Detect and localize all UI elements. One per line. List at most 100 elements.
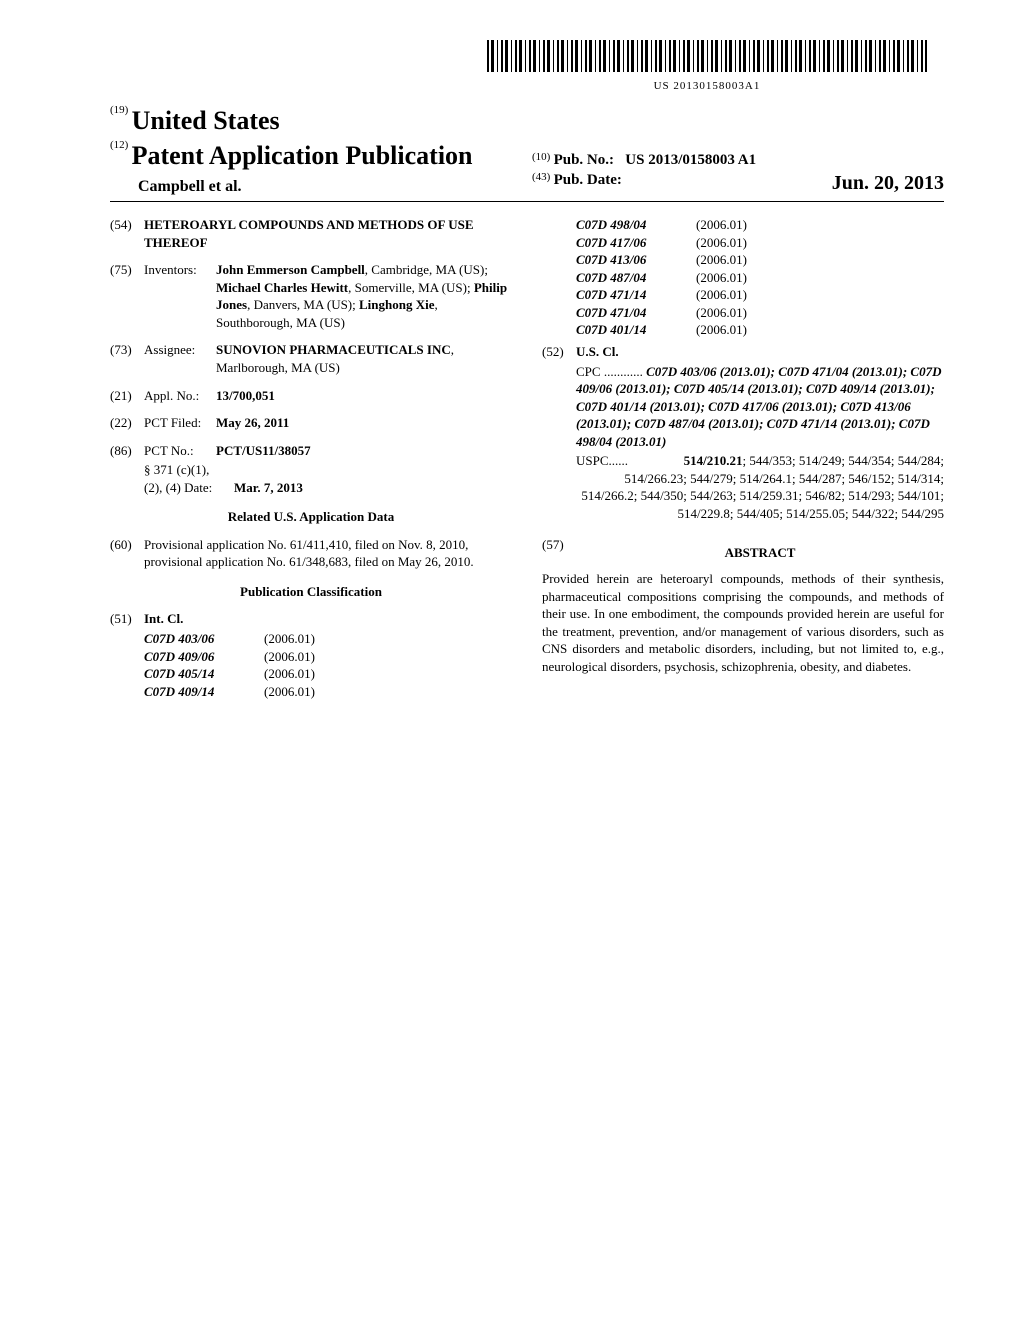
field-num-43: (43) bbox=[532, 171, 550, 183]
header: (19) United States (12) Patent Applicati… bbox=[110, 103, 944, 202]
title-text: HETEROARYL COMPOUNDS AND METHODS OF USE … bbox=[144, 216, 512, 251]
pctno-sub1-text: § 371 (c)(1), bbox=[144, 461, 512, 479]
related-field: (60) Provisional application No. 61/411,… bbox=[110, 536, 512, 571]
intcl-year: (2006.01) bbox=[696, 251, 747, 269]
related-text: Provisional application No. 61/411,410, … bbox=[144, 536, 512, 571]
intcl-code: C07D 498/04 bbox=[576, 216, 696, 234]
country: United States bbox=[132, 106, 280, 135]
assignee-body: SUNOVION PHARMACEUTICALS INC, Marlboroug… bbox=[216, 341, 512, 376]
inventors-field: (75) Inventors: John Emmerson Campbell, … bbox=[110, 261, 512, 331]
field-num-52: (52) bbox=[542, 343, 576, 361]
pubdate: Jun. 20, 2013 bbox=[832, 170, 944, 197]
intcl-year: (2006.01) bbox=[696, 234, 747, 252]
applno-label: Appl. No.: bbox=[144, 387, 216, 405]
authors-line: Campbell et al. bbox=[110, 176, 522, 198]
assignee-field: (73) Assignee: SUNOVION PHARMACEUTICALS … bbox=[110, 341, 512, 376]
intcl-row: C07D 498/04(2006.01) bbox=[576, 216, 944, 234]
applno-field: (21) Appl. No.: 13/700,051 bbox=[110, 387, 512, 405]
barcode-block: US 20130158003A1 bbox=[470, 40, 944, 93]
uspc-label: USPC bbox=[576, 452, 609, 470]
intcl-row: C07D 413/06(2006.01) bbox=[576, 251, 944, 269]
pctfiled-label: PCT Filed: bbox=[144, 414, 216, 432]
pctno-field: (86) PCT No.: PCT/US11/38057 bbox=[110, 442, 512, 460]
assignee-name: SUNOVION PHARMACEUTICALS INC bbox=[216, 342, 451, 357]
field-num-19: (19) bbox=[110, 104, 128, 116]
field-num-22: (22) bbox=[110, 414, 144, 432]
intcl-field: (51) Int. Cl. bbox=[110, 610, 512, 628]
abstract-block: (57) ABSTRACT Provided herein are hetero… bbox=[542, 536, 944, 675]
abstract-text: Provided herein are heteroaryl compounds… bbox=[542, 570, 944, 675]
intcl-row: C07D 487/04(2006.01) bbox=[576, 269, 944, 287]
inventor-2-loc: , Somerville, MA (US); bbox=[348, 280, 474, 295]
intcl-code: C07D 471/14 bbox=[576, 286, 696, 304]
assignee-label: Assignee: bbox=[144, 341, 216, 376]
intcl-year: (2006.01) bbox=[696, 321, 747, 339]
uscl-label: U.S. Cl. bbox=[576, 343, 944, 361]
intcl-code: C07D 409/06 bbox=[144, 648, 264, 666]
cpc-label: CPC bbox=[576, 364, 601, 379]
intcl-row: C07D 471/04(2006.01) bbox=[576, 304, 944, 322]
title-field: (54) HETEROARYL COMPOUNDS AND METHODS OF… bbox=[110, 216, 512, 251]
publication-type: Patent Application Publication bbox=[132, 141, 473, 170]
intcl-year: (2006.01) bbox=[696, 269, 747, 287]
intcl-rows-left: C07D 403/06(2006.01)C07D 409/06(2006.01)… bbox=[110, 630, 512, 700]
left-column: (54) HETEROARYL COMPOUNDS AND METHODS OF… bbox=[110, 216, 512, 700]
intcl-rows-right: C07D 498/04(2006.01)C07D 417/06(2006.01)… bbox=[542, 216, 944, 339]
cpc-block: CPC ............ C07D 403/06 (2013.01); … bbox=[542, 363, 944, 451]
field-num-57: (57) bbox=[542, 536, 576, 570]
inventor-3-loc: , Danvers, MA (US); bbox=[247, 297, 359, 312]
intcl-code: C07D 413/06 bbox=[576, 251, 696, 269]
intcl-row: C07D 409/06(2006.01) bbox=[144, 648, 512, 666]
field-num-10: (10) bbox=[532, 151, 550, 163]
intcl-code: C07D 401/14 bbox=[576, 321, 696, 339]
field-num-75: (75) bbox=[110, 261, 144, 331]
field-num-86: (86) bbox=[110, 442, 144, 460]
intcl-year: (2006.01) bbox=[264, 665, 315, 683]
pctno-sub2-label: (2), (4) Date: bbox=[144, 479, 234, 497]
field-num-51: (51) bbox=[110, 610, 144, 628]
uscl-field: (52) U.S. Cl. bbox=[542, 343, 944, 361]
related-title: Related U.S. Application Data bbox=[110, 508, 512, 526]
inventors-label: Inventors: bbox=[144, 261, 216, 331]
intcl-year: (2006.01) bbox=[696, 216, 747, 234]
uspc-rest: ; 544/353; 514/249; 544/354; 544/284; 51… bbox=[581, 453, 944, 521]
intcl-row: C07D 401/14(2006.01) bbox=[576, 321, 944, 339]
inventor-1-loc: , Cambridge, MA (US); bbox=[365, 262, 488, 277]
cpc-dots: ............ bbox=[601, 364, 647, 379]
intcl-row: C07D 417/06(2006.01) bbox=[576, 234, 944, 252]
body-columns: (54) HETEROARYL COMPOUNDS AND METHODS OF… bbox=[110, 216, 944, 700]
pubclass-title: Publication Classification bbox=[110, 583, 512, 601]
uspc-first: 514/210.21 bbox=[684, 453, 743, 468]
pctno-value: PCT/US11/38057 bbox=[216, 442, 512, 460]
field-num-60: (60) bbox=[110, 536, 144, 571]
intcl-label: Int. Cl. bbox=[144, 610, 512, 628]
intcl-year: (2006.01) bbox=[264, 648, 315, 666]
applno-value: 13/700,051 bbox=[216, 387, 512, 405]
inventors-body: John Emmerson Campbell, Cambridge, MA (U… bbox=[216, 261, 512, 331]
inventor-2: Michael Charles Hewitt bbox=[216, 280, 348, 295]
intcl-row: C07D 403/06(2006.01) bbox=[144, 630, 512, 648]
pctfiled-value: May 26, 2011 bbox=[216, 414, 512, 432]
pubno: US 2013/0158003 A1 bbox=[625, 152, 756, 168]
intcl-code: C07D 471/04 bbox=[576, 304, 696, 322]
pctno-label: PCT No.: bbox=[144, 442, 216, 460]
inventor-4: Linghong Xie bbox=[359, 297, 435, 312]
intcl-year: (2006.01) bbox=[264, 630, 315, 648]
intcl-row: C07D 471/14(2006.01) bbox=[576, 286, 944, 304]
intcl-code: C07D 409/14 bbox=[144, 683, 264, 701]
field-num-12: (12) bbox=[110, 139, 128, 151]
field-num-73: (73) bbox=[110, 341, 144, 376]
barcode-text: US 20130158003A1 bbox=[470, 79, 944, 94]
pctno-sub2-value: Mar. 7, 2013 bbox=[234, 479, 303, 497]
pctfiled-field: (22) PCT Filed: May 26, 2011 bbox=[110, 414, 512, 432]
uspc-dots: ...... bbox=[609, 452, 629, 470]
field-num-21: (21) bbox=[110, 387, 144, 405]
pubno-label: Pub. No.: bbox=[554, 152, 614, 168]
intcl-year: (2006.01) bbox=[696, 286, 747, 304]
abstract-title: ABSTRACT bbox=[576, 544, 944, 562]
intcl-code: C07D 417/06 bbox=[576, 234, 696, 252]
intcl-code: C07D 405/14 bbox=[144, 665, 264, 683]
field-num-54: (54) bbox=[110, 216, 144, 251]
intcl-code: C07D 403/06 bbox=[144, 630, 264, 648]
pctno-sub2: (2), (4) Date: Mar. 7, 2013 bbox=[110, 479, 512, 497]
